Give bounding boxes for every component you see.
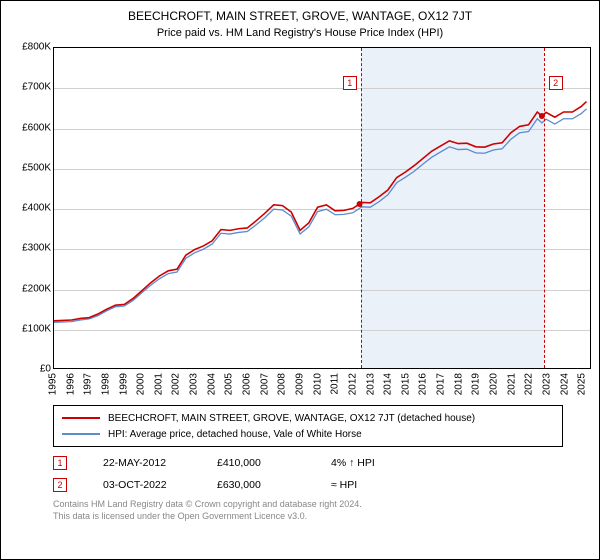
y-axis-tick-label: £200K [9, 283, 51, 294]
title-block: BEECHCROFT, MAIN STREET, GROVE, WANTAGE,… [9, 9, 591, 39]
x-axis-tick-label: 2007 [259, 373, 270, 395]
legend-label: BEECHCROFT, MAIN STREET, GROVE, WANTAGE,… [108, 413, 475, 424]
annotation-row: 1 22-MAY-2012 £410,000 4% ↑ HPI [53, 453, 591, 473]
x-axis-tick-label: 2015 [400, 373, 411, 395]
legend-item-hpi: HPI: Average price, detached house, Vale… [62, 426, 554, 442]
x-axis-tick-label: 2003 [189, 373, 200, 395]
annotation-date: 22-MAY-2012 [103, 457, 193, 469]
marker-annotation-table: 1 22-MAY-2012 £410,000 4% ↑ HPI 2 03-OCT-2022… [53, 453, 591, 495]
x-axis-tick-label: 2023 [541, 373, 552, 395]
annotation-change: ≈ HPI [331, 479, 421, 491]
x-axis-tick-label: 2009 [294, 373, 305, 395]
series-line-hpi [54, 109, 587, 323]
line-series-svg [54, 48, 590, 368]
x-axis-tick-label: 2020 [488, 373, 499, 395]
y-axis-tick-label: £800K [9, 42, 51, 53]
legend-item-price-paid: BEECHCROFT, MAIN STREET, GROVE, WANTAGE,… [62, 410, 554, 426]
annotation-price: £630,000 [217, 479, 307, 491]
annotation-row: 2 03-OCT-2022 £630,000 ≈ HPI [53, 475, 591, 495]
y-axis-tick-label: £0 [9, 364, 51, 375]
marker-badge: 2 [549, 76, 563, 90]
x-axis-tick-label: 1995 [48, 373, 59, 395]
x-axis-tick-label: 2014 [383, 373, 394, 395]
x-axis-tick-label: 2011 [330, 373, 341, 395]
x-axis-tick-label: 2013 [365, 373, 376, 395]
marker-line [544, 48, 545, 368]
x-axis-tick-label: 2022 [524, 373, 535, 395]
x-axis-tick-label: 2025 [577, 373, 588, 395]
annotation-price: £410,000 [217, 457, 307, 469]
x-axis-tick-label: 1999 [118, 373, 129, 395]
x-axis-tick-label: 2021 [506, 373, 517, 395]
chart-title: BEECHCROFT, MAIN STREET, GROVE, WANTAGE,… [9, 9, 591, 23]
annotation-badge: 1 [53, 456, 67, 470]
footer-line: This data is licensed under the Open Gov… [53, 511, 591, 523]
annotation-change: 4% ↑ HPI [331, 457, 421, 469]
x-axis-tick-label: 2005 [224, 373, 235, 395]
chart-container: BEECHCROFT, MAIN STREET, GROVE, WANTAGE,… [0, 0, 600, 560]
y-axis-tick-label: £600K [9, 122, 51, 133]
chart-subtitle: Price paid vs. HM Land Registry's House … [9, 27, 591, 39]
legend: BEECHCROFT, MAIN STREET, GROVE, WANTAGE,… [53, 405, 563, 447]
x-axis-tick-label: 1997 [83, 373, 94, 395]
y-axis-tick-label: £500K [9, 162, 51, 173]
x-axis-tick-label: 1996 [65, 373, 76, 395]
y-axis-tick-label: £100K [9, 323, 51, 334]
x-axis-tick-label: 2019 [471, 373, 482, 395]
x-axis-tick-label: 2004 [206, 373, 217, 395]
x-axis-tick-label: 1998 [100, 373, 111, 395]
footer-attribution: Contains HM Land Registry data © Crown c… [53, 499, 591, 522]
legend-swatch [62, 433, 100, 435]
y-axis-tick-label: £700K [9, 82, 51, 93]
x-axis-tick-label: 2016 [418, 373, 429, 395]
footer-line: Contains HM Land Registry data © Crown c… [53, 499, 591, 511]
x-axis-tick-label: 2018 [453, 373, 464, 395]
x-axis-tick-label: 2017 [436, 373, 447, 395]
x-axis-tick-label: 2008 [277, 373, 288, 395]
marker-line [361, 48, 362, 368]
legend-swatch [62, 417, 100, 419]
marker-badge: 1 [343, 76, 357, 90]
y-axis-tick-label: £400K [9, 203, 51, 214]
x-axis-tick-label: 2012 [347, 373, 358, 395]
chart-area: £0£100K£200K£300K£400K£500K£600K£700K£80… [9, 47, 591, 397]
x-axis-tick-label: 2000 [136, 373, 147, 395]
x-axis-tick-label: 2024 [559, 373, 570, 395]
x-axis-tick-label: 2002 [171, 373, 182, 395]
x-axis-tick-label: 2010 [312, 373, 323, 395]
y-axis-tick-label: £300K [9, 243, 51, 254]
x-axis-tick-label: 2001 [153, 373, 164, 395]
x-axis-tick-label: 2006 [242, 373, 253, 395]
plot-region: 12 [53, 47, 591, 369]
annotation-badge: 2 [53, 478, 67, 492]
legend-label: HPI: Average price, detached house, Vale… [108, 429, 362, 440]
annotation-date: 03-OCT-2022 [103, 479, 193, 491]
